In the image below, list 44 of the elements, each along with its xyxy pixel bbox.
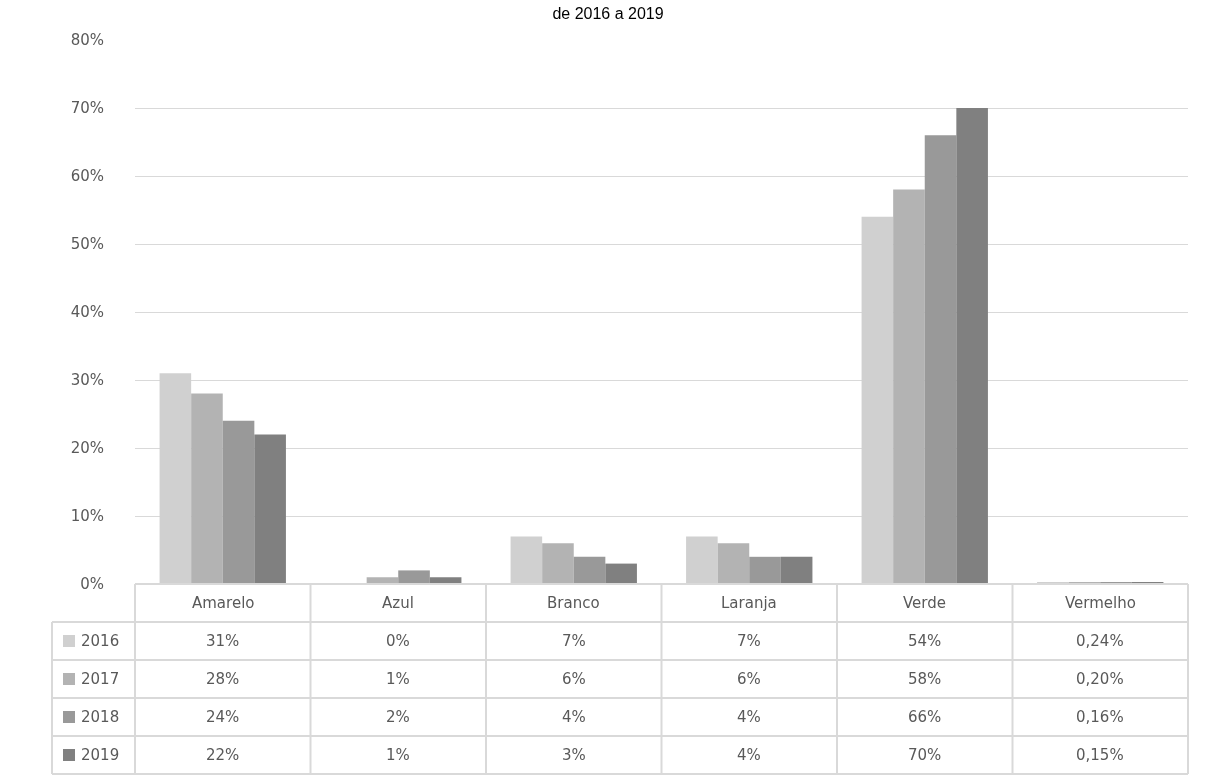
y-tick-label: 50%: [70, 235, 104, 254]
chart-title: de 2016 a 2019: [552, 5, 664, 23]
data-label: 66%: [908, 708, 942, 726]
x-tick-label: Amarelo: [192, 594, 255, 612]
y-tick-label: 0%: [80, 575, 104, 594]
data-label: 0,20%: [1076, 670, 1124, 688]
x-tick-label: Laranja: [721, 594, 777, 612]
data-label: 6%: [737, 670, 761, 688]
data-label: 7%: [737, 632, 761, 650]
x-tick-label: Azul: [382, 594, 414, 612]
y-tick-label: 20%: [70, 439, 104, 458]
data-label: 1%: [386, 746, 410, 764]
data-label: 0,15%: [1076, 746, 1124, 764]
data-label: 22%: [206, 746, 240, 764]
data-label: 0,16%: [1076, 708, 1124, 726]
data-label: 7%: [562, 632, 586, 650]
data-label: 4%: [562, 708, 586, 726]
data-label: 0,24%: [1076, 632, 1124, 650]
x-tick-label: Vermelho: [1065, 594, 1136, 612]
y-tick-label: 80%: [70, 31, 104, 50]
data-label: 3%: [562, 746, 586, 764]
data-label: 58%: [908, 670, 942, 688]
y-tick-label: 60%: [70, 167, 104, 186]
data-label: 28%: [206, 670, 240, 688]
data-label: 0%: [386, 632, 410, 650]
data-label: 24%: [206, 708, 240, 726]
y-tick-label: 40%: [70, 303, 104, 322]
data-label: 31%: [206, 632, 240, 650]
x-tick-label: Verde: [903, 594, 946, 612]
y-tick-label: 70%: [70, 99, 104, 118]
y-tick-label: 30%: [70, 371, 104, 390]
data-label: 6%: [562, 670, 586, 688]
legend-label: 2017: [81, 670, 120, 688]
legend-label: 2019: [81, 746, 120, 764]
data-label: 70%: [908, 746, 942, 764]
data-label: 4%: [737, 746, 761, 764]
legend-label: 2018: [81, 708, 120, 726]
data-label: 1%: [386, 670, 410, 688]
legend-label: 2016: [81, 632, 120, 650]
data-label: 2%: [386, 708, 410, 726]
x-tick-label: Branco: [547, 594, 600, 612]
data-label: 54%: [908, 632, 942, 650]
y-tick-label: 10%: [70, 507, 104, 526]
data-label: 4%: [737, 708, 761, 726]
